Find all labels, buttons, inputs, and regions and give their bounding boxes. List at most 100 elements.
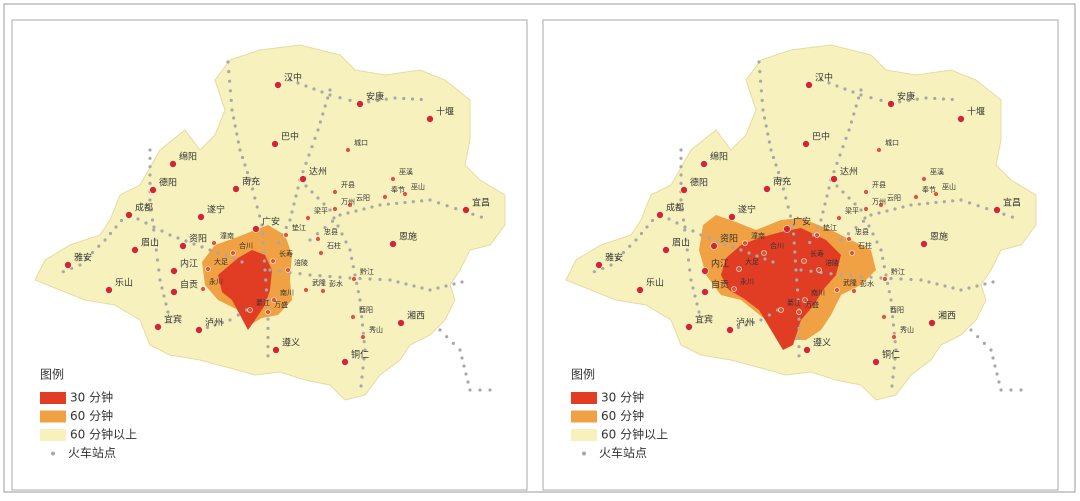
legend-title: 图例 xyxy=(40,368,64,382)
city-dot xyxy=(389,240,397,248)
rail-station xyxy=(359,306,363,310)
rail-station xyxy=(148,156,152,160)
rail-station xyxy=(205,325,210,330)
rail-station xyxy=(321,112,325,116)
city-label: 酉阳 xyxy=(359,305,373,314)
rail-station xyxy=(797,345,801,349)
rail-station xyxy=(779,178,783,182)
rail-station xyxy=(969,328,973,332)
rail-station xyxy=(445,204,449,208)
rail-station xyxy=(403,200,407,205)
rail-station xyxy=(243,163,247,167)
rail-station xyxy=(793,250,797,254)
rail-station xyxy=(835,161,839,165)
rail-station xyxy=(885,209,889,213)
rail-station xyxy=(362,340,366,344)
rail-station xyxy=(236,140,240,144)
rail-station xyxy=(867,224,871,228)
city-label: 资阳 xyxy=(189,234,207,245)
city-dot xyxy=(270,258,276,264)
rail-station xyxy=(886,281,890,285)
city-label: 达州 xyxy=(840,166,858,178)
rail-station xyxy=(1019,388,1023,392)
rail-station xyxy=(739,248,743,252)
city-label: 湘西 xyxy=(938,310,956,322)
city-label: 武隆 xyxy=(312,278,326,287)
rail-station xyxy=(755,254,759,258)
city-label: 巴中 xyxy=(812,131,830,143)
city-label: 宜昌 xyxy=(1003,197,1021,209)
rail-station xyxy=(378,277,382,282)
rail-station xyxy=(404,282,408,286)
city-dot xyxy=(920,240,928,248)
rail-station xyxy=(444,284,448,288)
city-dot xyxy=(390,176,396,182)
rail-station xyxy=(679,173,683,177)
rail-station xyxy=(296,81,300,85)
city-label: 雅安 xyxy=(74,252,92,264)
rail-station xyxy=(328,274,332,279)
rail-station xyxy=(152,225,156,229)
city-dot xyxy=(200,286,206,292)
outer-frame xyxy=(3,3,1076,493)
city-label: 内江 xyxy=(180,258,198,270)
rail-station xyxy=(767,140,771,144)
city-dot xyxy=(402,191,408,197)
city-label: 资阳 xyxy=(720,234,738,245)
rail-station xyxy=(320,90,324,94)
city-label: 巫溪 xyxy=(399,167,413,176)
rail-station xyxy=(375,98,380,103)
city-label: 成都 xyxy=(666,202,684,214)
city-label: 遂宁 xyxy=(207,204,225,216)
rail-station xyxy=(769,148,773,152)
rail-station xyxy=(458,348,462,352)
rail-station xyxy=(411,200,415,204)
rail-station xyxy=(226,60,230,64)
rail-station xyxy=(460,280,464,284)
rail-station xyxy=(679,148,683,152)
city-dot xyxy=(957,115,965,123)
rail-station xyxy=(684,238,688,242)
city-label: 忠县 xyxy=(324,228,338,236)
rail-station xyxy=(228,79,232,83)
rail-station xyxy=(863,216,867,220)
legend-label: 30 分钟 xyxy=(601,390,644,405)
city-label: 宜宾 xyxy=(164,314,182,326)
rail-station xyxy=(893,340,897,344)
city-label: 绵阳 xyxy=(179,151,197,163)
rail-station xyxy=(634,238,638,242)
rail-station xyxy=(869,275,873,279)
city-label: 德阳 xyxy=(690,177,708,189)
city-label: 潼南 xyxy=(751,231,765,240)
rail-station xyxy=(266,345,270,349)
region xyxy=(34,44,506,401)
rail-station xyxy=(884,273,888,277)
rail-station xyxy=(344,240,348,244)
legend-label: 60 分钟以上 xyxy=(601,427,668,442)
rail-station xyxy=(428,288,432,292)
legend-swatch xyxy=(40,410,66,423)
rail-station xyxy=(915,97,919,101)
city-dot xyxy=(928,319,936,327)
rail-station xyxy=(615,257,619,261)
rail-station xyxy=(396,280,400,284)
city-label: 开县 xyxy=(872,181,886,189)
rail-station xyxy=(924,96,928,100)
rail-station xyxy=(919,278,923,282)
rail-station xyxy=(761,108,765,112)
rail-station xyxy=(859,208,863,212)
city-label: 遵义 xyxy=(813,337,831,349)
rail-station xyxy=(227,70,231,74)
rail-station xyxy=(464,372,468,376)
city-dot xyxy=(332,189,338,195)
city-dot xyxy=(595,261,603,269)
rail-station xyxy=(224,254,228,258)
rail-station xyxy=(462,364,466,368)
city-dot xyxy=(351,276,357,282)
rail-station xyxy=(338,213,342,217)
rail-station xyxy=(436,201,441,205)
city-label: 遂宁 xyxy=(738,204,756,216)
rail-station xyxy=(200,245,204,249)
city-dot xyxy=(887,100,895,108)
